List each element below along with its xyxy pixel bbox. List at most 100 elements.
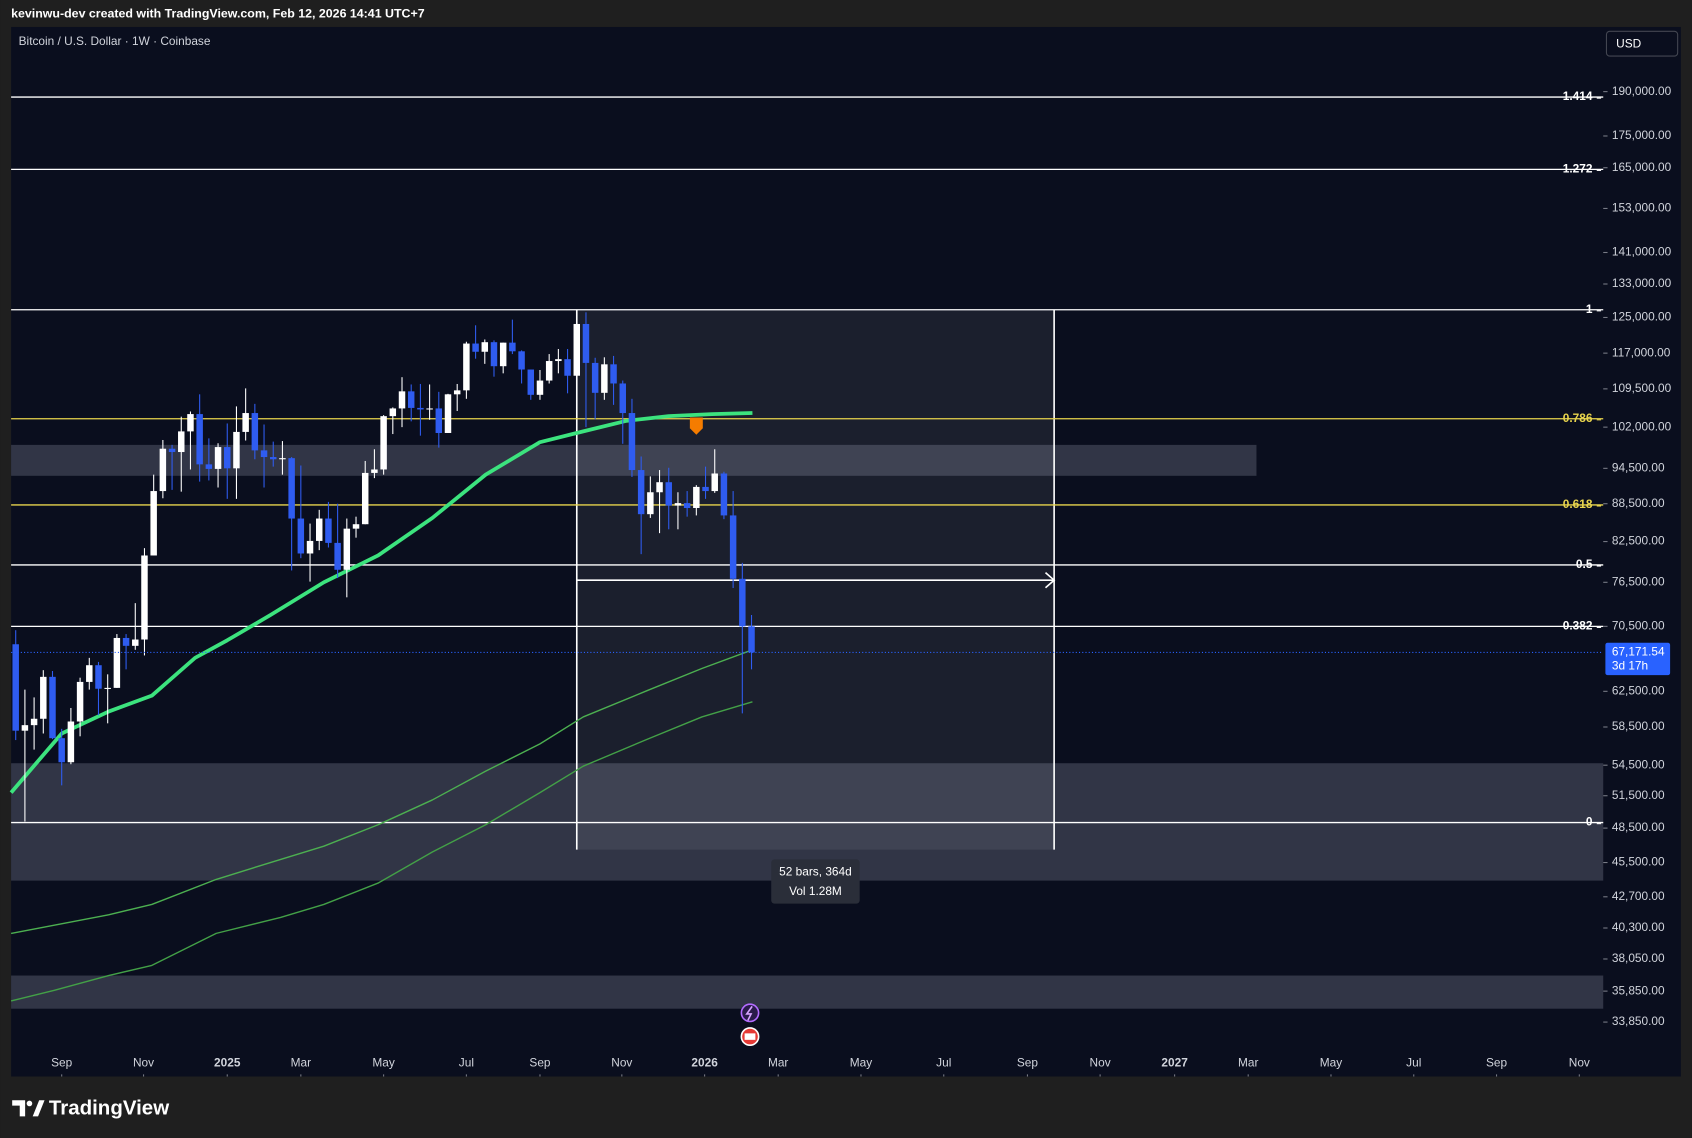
measure-arrowhead bbox=[1044, 572, 1056, 589]
currency-button[interactable] bbox=[1605, 30, 1679, 57]
y-tick-label: 45,500.00 bbox=[1612, 855, 1665, 869]
candle-body bbox=[334, 542, 341, 570]
last-price-badge bbox=[1605, 642, 1671, 676]
candle-body bbox=[545, 361, 553, 381]
header-caption: kevinwu-dev created with TradingView.com… bbox=[11, 6, 425, 20]
y-tick-label: 51,500.00 bbox=[1612, 788, 1665, 802]
brand: TradingView bbox=[49, 1096, 169, 1119]
candle-body bbox=[518, 351, 525, 370]
candle-body bbox=[389, 408, 397, 417]
candle-body bbox=[58, 738, 65, 763]
y-tick-label: 40,300.00 bbox=[1612, 920, 1665, 934]
candle-body bbox=[573, 323, 581, 376]
x-tick-label: Nov bbox=[133, 1056, 154, 1070]
x-tick-label: Nov bbox=[1569, 1056, 1590, 1070]
candle-body bbox=[205, 464, 213, 469]
fib-label: 0.786 bbox=[1563, 411, 1593, 425]
candle-body bbox=[233, 431, 240, 469]
candle-body bbox=[270, 457, 277, 460]
currency-label[interactable]: USD bbox=[1616, 36, 1641, 50]
candle-body bbox=[463, 343, 470, 391]
candle-body bbox=[168, 448, 176, 453]
candle-body bbox=[380, 416, 387, 470]
candle-body bbox=[674, 503, 682, 506]
event-icon[interactable] bbox=[740, 1003, 760, 1023]
candle-body bbox=[481, 342, 489, 352]
candle-body bbox=[361, 472, 369, 525]
logo-shape bbox=[12, 1100, 26, 1117]
y-tick-label: 125,000.00 bbox=[1612, 310, 1672, 324]
brand-logo bbox=[12, 1100, 45, 1117]
candle-body bbox=[67, 721, 75, 763]
candle-body bbox=[315, 518, 323, 541]
candle-body bbox=[739, 578, 746, 627]
candle-body bbox=[628, 413, 636, 471]
candle-body bbox=[665, 482, 672, 506]
candle-body bbox=[509, 342, 516, 352]
fib-label: 0.618 bbox=[1563, 497, 1593, 511]
candle-body bbox=[555, 359, 562, 362]
candle-body bbox=[371, 469, 378, 473]
y-tick-label: 141,000.00 bbox=[1612, 245, 1672, 259]
candle-body bbox=[132, 639, 139, 646]
candle-body bbox=[242, 413, 249, 432]
x-tick-label: Mar bbox=[1238, 1056, 1258, 1070]
x-tick-label: May bbox=[850, 1056, 872, 1070]
candle-body bbox=[196, 414, 203, 465]
candle-body bbox=[453, 390, 461, 395]
candle-body bbox=[417, 407, 424, 410]
y-tick-label: 109,500.00 bbox=[1612, 381, 1672, 395]
candle-body bbox=[352, 524, 360, 529]
x-tick-label: Jul bbox=[936, 1056, 951, 1070]
fib-label: 1.414 bbox=[1563, 89, 1593, 103]
candle-body bbox=[104, 687, 111, 689]
fib-label: 1 bbox=[1586, 302, 1593, 316]
candle-body bbox=[49, 676, 56, 739]
measure-label: 52 bars, 364d bbox=[779, 864, 852, 878]
y-tick-label: 58,500.00 bbox=[1612, 719, 1665, 733]
y-tick-label: 153,000.00 bbox=[1612, 201, 1672, 215]
candle-body bbox=[693, 486, 700, 508]
x-tick-label: Sep bbox=[529, 1056, 551, 1070]
y-tick-label: 82,500.00 bbox=[1612, 534, 1665, 548]
candle-body bbox=[224, 447, 231, 469]
y-tick-label: 62,500.00 bbox=[1612, 683, 1665, 697]
candle-body bbox=[306, 540, 314, 554]
measure-label-box bbox=[771, 859, 860, 904]
candle-body bbox=[435, 408, 443, 433]
moving-average bbox=[9, 411, 753, 794]
candle-body bbox=[279, 458, 286, 460]
candle-body bbox=[40, 676, 47, 719]
candle-body bbox=[76, 681, 84, 722]
candle-body bbox=[178, 431, 185, 453]
y-tick-label: 48,500.00 bbox=[1612, 820, 1665, 834]
y-tick-label: 102,000.00 bbox=[1612, 419, 1672, 433]
candle-body bbox=[86, 665, 93, 682]
candle-body bbox=[407, 391, 415, 408]
candle-body bbox=[426, 408, 433, 410]
candle-body bbox=[30, 718, 38, 726]
event-icon-glyph bbox=[745, 1005, 753, 1021]
candle-body bbox=[729, 515, 737, 579]
candle-body bbox=[95, 665, 102, 689]
candle-body bbox=[748, 626, 755, 653]
logo-shape bbox=[32, 1100, 45, 1117]
x-tick-label: Nov bbox=[1090, 1056, 1111, 1070]
x-tick-label: Sep bbox=[1017, 1056, 1039, 1070]
candle-body bbox=[601, 364, 608, 393]
event-icons[interactable] bbox=[740, 1003, 760, 1047]
x-tick-label: Jul bbox=[1406, 1056, 1421, 1070]
candle-body bbox=[591, 362, 599, 393]
y-tick-label: 190,000.00 bbox=[1612, 84, 1672, 98]
candle-body bbox=[325, 518, 332, 543]
logo-shape bbox=[26, 1100, 33, 1107]
candle-body bbox=[656, 482, 663, 493]
x-tick-label: 2025 bbox=[214, 1056, 241, 1070]
x-tick-label: 2026 bbox=[691, 1056, 718, 1070]
candle-body bbox=[711, 473, 718, 492]
candle-body bbox=[297, 518, 305, 554]
x-tick-label: Jul bbox=[459, 1056, 474, 1070]
fib-label: 0 bbox=[1586, 815, 1593, 829]
zone bbox=[11, 975, 1604, 1009]
